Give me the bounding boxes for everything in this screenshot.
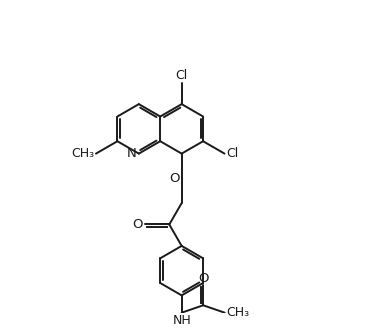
Text: Cl: Cl (175, 69, 188, 82)
Text: CH₃: CH₃ (227, 306, 250, 319)
Text: O: O (169, 172, 180, 185)
Text: CH₃: CH₃ (71, 147, 94, 160)
Text: Cl: Cl (227, 147, 239, 160)
Text: O: O (198, 272, 208, 285)
Text: O: O (132, 218, 143, 231)
Text: N: N (127, 147, 137, 160)
Text: NH: NH (172, 314, 191, 327)
